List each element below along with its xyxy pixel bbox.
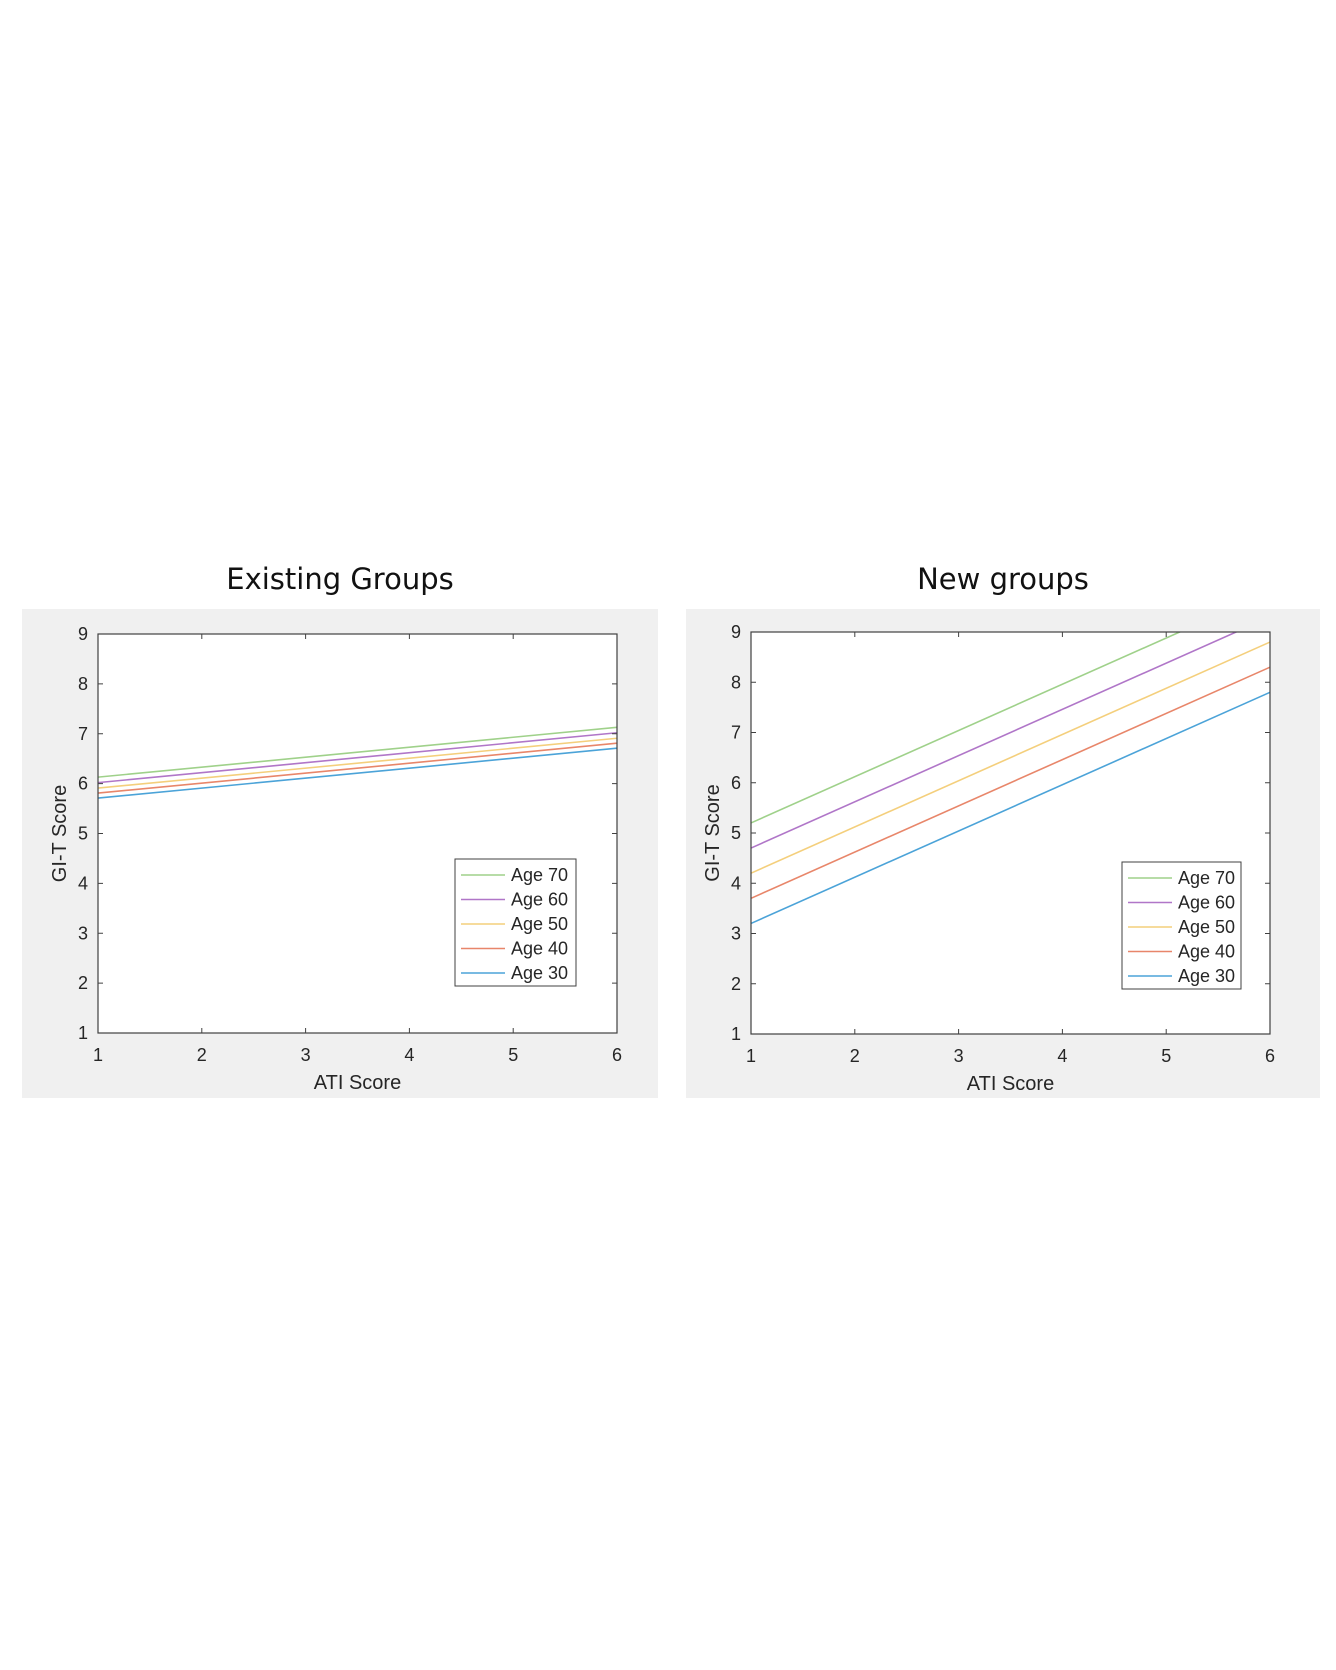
chart-panel-new-groups: 1 2 3 4 5 6 1 2 3 4 5 6 7 8 9 ATI Score GI-T Score Age 70… — [686, 609, 1320, 1098]
chart-1: 1 2 3 4 5 6 1 2 3 4 5 6 7 8 9 ATI Score GI-T Score Age 70… — [702, 622, 1275, 1095]
legend-label: Age 60 — [511, 890, 568, 910]
series-lines — [98, 726, 617, 799]
x-axis-label: ATI Score — [967, 1073, 1054, 1095]
y-tick-label: 1 — [78, 1023, 88, 1043]
x-tick-label: 2 — [850, 1046, 860, 1066]
x-tick-label: 2 — [197, 1045, 207, 1065]
legend-label: Age 40 — [511, 939, 568, 959]
y-tick-label: 3 — [731, 924, 741, 944]
series-line-age-40 — [98, 742, 617, 794]
legend: Age 70 Age 60 Age 50 Age 40 Age 30 — [454, 858, 577, 987]
y-tick-label: 6 — [78, 774, 88, 794]
legend-label: Age 30 — [1178, 966, 1235, 986]
series-line-age-30 — [751, 691, 1270, 925]
y-axis-label: GI-T Score — [49, 785, 71, 882]
y-tick-label: 5 — [731, 823, 741, 843]
x-tick-label: 3 — [301, 1045, 311, 1065]
y-tick-label: 9 — [78, 624, 88, 644]
y-tick-label: 4 — [78, 873, 88, 893]
x-tick-label: 6 — [1265, 1046, 1275, 1066]
series-line-age-30 — [98, 747, 617, 799]
y-tick-label: 6 — [731, 773, 741, 793]
y-axis-label: GI-T Score — [702, 784, 724, 881]
legend-box — [454, 858, 577, 987]
legend-label: Age 60 — [1178, 893, 1235, 913]
chart-svg-existing-groups: 1 2 3 4 5 6 1 2 3 4 5 6 7 8 9 ATI Score GI-T Score Age 70… — [49, 624, 622, 1094]
legend-label: Age 50 — [511, 914, 568, 934]
legend-box — [1121, 861, 1242, 990]
series-line-age-70 — [98, 726, 617, 778]
x-axis-label: ATI Score — [314, 1072, 401, 1094]
x-tick-label: 4 — [1057, 1046, 1067, 1066]
legend-label: Age 30 — [511, 963, 568, 983]
y-tick-label: 2 — [731, 974, 741, 994]
series-line-age-70 — [751, 632, 1182, 824]
y-tick-label: 8 — [78, 674, 88, 694]
x-tick-label: 4 — [404, 1045, 414, 1065]
legend: Age 70 Age 60 Age 50 Age 40 Age 30 — [1121, 861, 1242, 990]
y-tick-label: 4 — [731, 873, 741, 893]
y-tick-label: 2 — [78, 973, 88, 993]
x-tick-label: 5 — [508, 1045, 518, 1065]
y-tick-label: 1 — [731, 1024, 741, 1044]
x-tick-label: 1 — [746, 1046, 756, 1066]
chart-svg-new-groups: 1 2 3 4 5 6 1 2 3 4 5 6 7 8 9 ATI Score GI-T Score Age 70… — [702, 622, 1275, 1095]
legend-label: Age 70 — [1178, 868, 1235, 888]
series-line-age-60 — [751, 632, 1239, 849]
x-tick-label: 1 — [93, 1045, 103, 1065]
series-line-age-60 — [98, 731, 617, 784]
x-tick-label: 3 — [954, 1046, 964, 1066]
y-tick-label: 9 — [731, 622, 741, 642]
y-tick-label: 3 — [78, 923, 88, 943]
series-lines — [751, 632, 1270, 925]
y-tick-label: 8 — [731, 672, 741, 692]
chart-0: 1 2 3 4 5 6 1 2 3 4 5 6 7 8 9 ATI Score GI-T Score Age 70… — [49, 624, 622, 1094]
series-line-age-50 — [751, 641, 1270, 874]
series-line-age-50 — [98, 737, 617, 789]
x-tick-label: 5 — [1161, 1046, 1171, 1066]
x-tick-label: 6 — [612, 1045, 622, 1065]
legend-label: Age 70 — [511, 865, 568, 885]
y-tick-label: 7 — [731, 723, 741, 743]
chart-panel-existing-groups: 1 2 3 4 5 6 1 2 3 4 5 6 7 8 9 ATI Score GI-T Score Age 70… — [22, 609, 658, 1098]
chart-title-existing-groups: Existing Groups — [226, 562, 454, 596]
legend-label: Age 40 — [1178, 942, 1235, 962]
legend-label: Age 50 — [1178, 917, 1235, 937]
series-line-age-40 — [751, 666, 1270, 900]
chart-title-new-groups: New groups — [917, 562, 1089, 596]
y-tick-label: 7 — [78, 724, 88, 744]
y-tick-label: 5 — [78, 824, 88, 844]
